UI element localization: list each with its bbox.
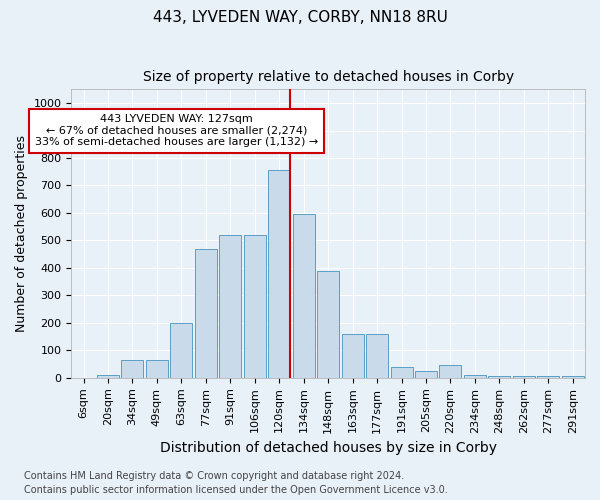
Bar: [464, 375, 486, 378]
Bar: [195, 248, 217, 378]
Text: 443 LYVEDEN WAY: 127sqm
← 67% of detached houses are smaller (2,274)
33% of semi: 443 LYVEDEN WAY: 127sqm ← 67% of detache…: [35, 114, 318, 148]
Bar: [488, 376, 511, 378]
X-axis label: Distribution of detached houses by size in Corby: Distribution of detached houses by size …: [160, 441, 497, 455]
Bar: [439, 366, 461, 378]
Text: 443, LYVEDEN WAY, CORBY, NN18 8RU: 443, LYVEDEN WAY, CORBY, NN18 8RU: [152, 10, 448, 25]
Bar: [268, 170, 290, 378]
Bar: [219, 235, 241, 378]
Bar: [121, 360, 143, 378]
Title: Size of property relative to detached houses in Corby: Size of property relative to detached ho…: [143, 70, 514, 84]
Bar: [146, 360, 168, 378]
Text: Contains HM Land Registry data © Crown copyright and database right 2024.
Contai: Contains HM Land Registry data © Crown c…: [24, 471, 448, 495]
Bar: [562, 376, 584, 378]
Bar: [415, 371, 437, 378]
Bar: [537, 376, 559, 378]
Bar: [170, 323, 193, 378]
Bar: [317, 270, 339, 378]
Bar: [293, 214, 314, 378]
Bar: [391, 367, 413, 378]
Bar: [244, 235, 266, 378]
Bar: [97, 374, 119, 378]
Bar: [513, 376, 535, 378]
Bar: [366, 334, 388, 378]
Y-axis label: Number of detached properties: Number of detached properties: [15, 135, 28, 332]
Bar: [341, 334, 364, 378]
